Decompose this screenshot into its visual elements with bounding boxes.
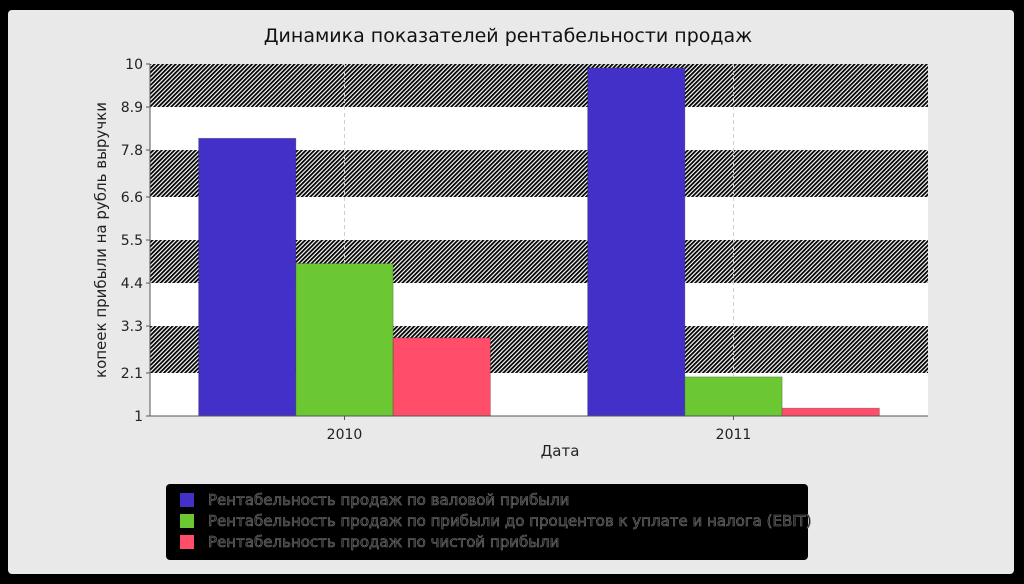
legend-label: Рентабельность продаж по чистой прибыли [208,532,560,551]
legend: Рентабельность продаж по валовой прибыли… [166,484,812,560]
y-tick-label: 10 [125,57,143,73]
legend-swatch [180,492,194,507]
x-tick-label: 2011 [716,427,752,443]
bar [587,67,686,417]
legend-item: Рентабельность продаж по прибыли до проц… [172,510,812,531]
y-tick-label: 2.1 [121,366,143,382]
chart-title: Динамика показателей рентабельности прод… [264,25,753,47]
legend-label: Рентабельность продаж по валовой прибыли [208,490,570,509]
y-tick-label: 5.5 [121,233,143,249]
x-axis-title: Дата [541,442,580,460]
legend-swatch [180,534,194,549]
y-tick-label: 1 [134,409,143,425]
chart: Динамика показателей рентабельности прод… [92,25,928,460]
bar [781,407,880,417]
bar [684,376,783,417]
y-tick-label: 6.6 [121,190,143,206]
y-axis-title: копеек прибыли на рубль выручки [92,102,110,378]
legend-item: Рентабельность продаж по чистой прибыли [172,531,802,552]
bar [295,263,394,417]
x-tick-label: 2010 [327,427,363,443]
legend-item: Рентабельность продаж по валовой прибыли [172,489,802,510]
legend-swatch [180,513,194,528]
y-tick-label: 8.9 [121,100,143,116]
y-tick-label: 7.8 [121,143,143,159]
legend-label: Рентабельность продаж по прибыли до проц… [208,511,812,530]
bar [198,137,297,417]
y-tick-label: 4.4 [121,276,143,292]
bar [392,337,491,417]
grid-band [150,64,928,108]
chart-frame: Динамика показателей рентабельности прод… [8,10,1014,574]
y-tick-label: 3.3 [121,319,143,335]
